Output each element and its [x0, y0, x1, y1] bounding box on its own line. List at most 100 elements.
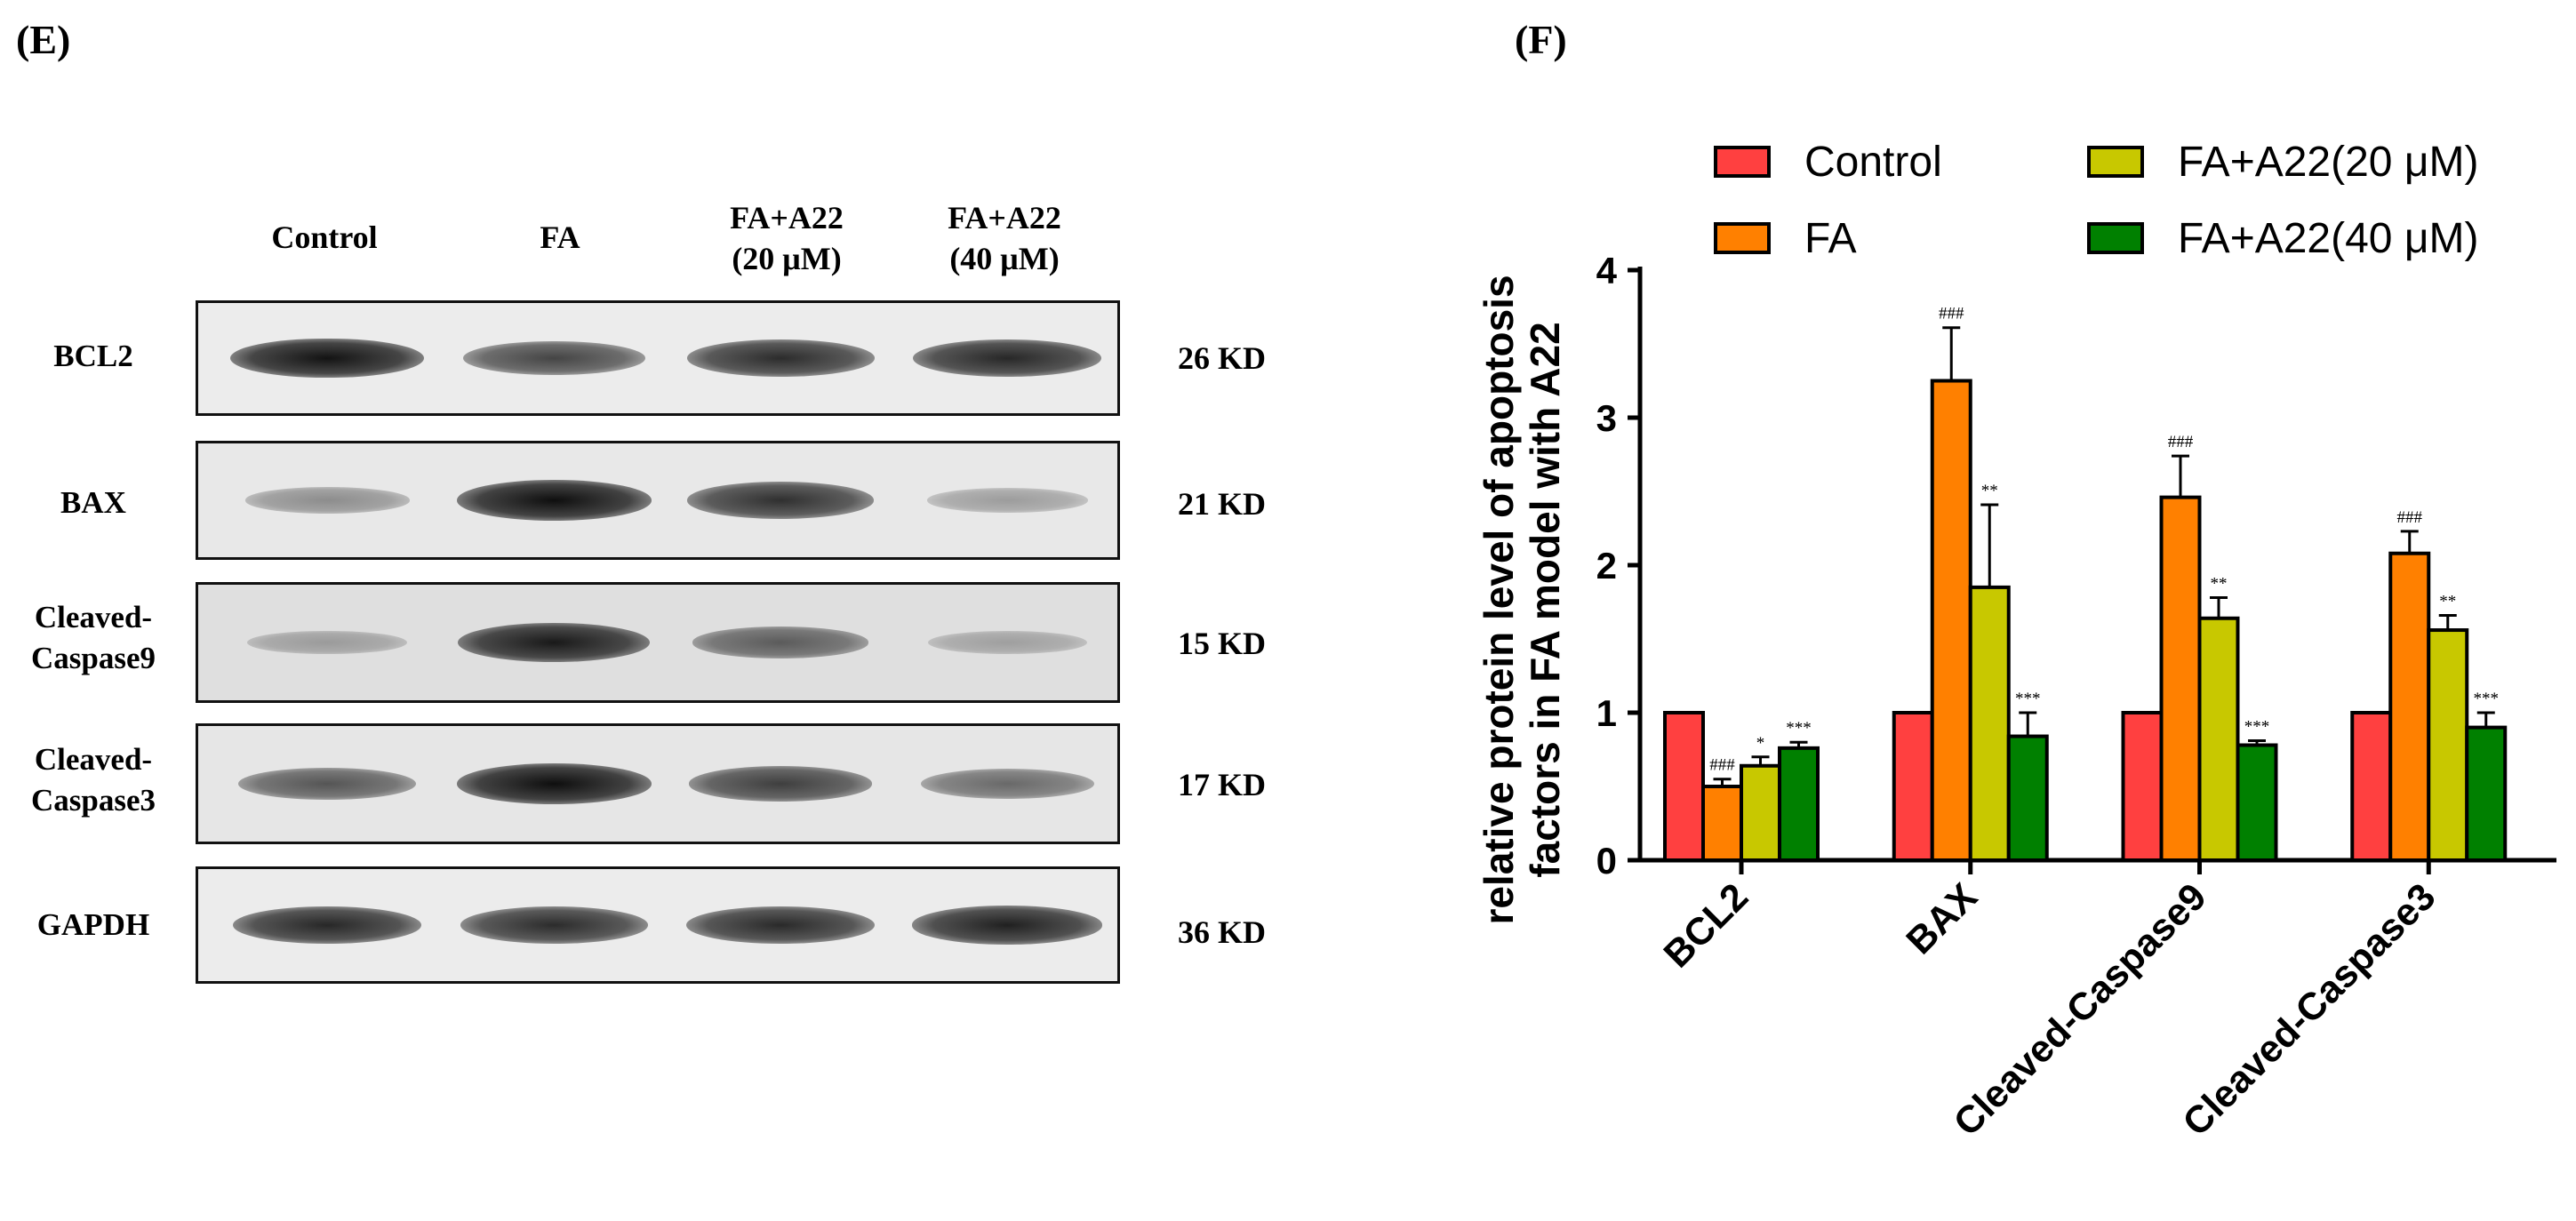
y-axis-label: relative protein level of apoptosis fact…: [1476, 275, 1568, 924]
row-label-line1: GAPDH: [36, 907, 150, 942]
protein-band: [689, 766, 872, 802]
legend-swatch: [1714, 222, 1771, 254]
row-label-line1: BAX: [60, 485, 126, 520]
bar: [1701, 785, 1743, 862]
protein-band: [460, 906, 648, 944]
y-tick-label: 0: [1596, 840, 1617, 882]
legend-swatch: [2087, 222, 2144, 254]
bar: [2006, 734, 2049, 862]
row-label-line1: Cleaved-: [34, 742, 153, 777]
bar: [1663, 711, 1705, 862]
legend-swatch: [2087, 146, 2144, 178]
y-tick-label: 4: [1596, 250, 1618, 291]
significance-label: ***: [2474, 690, 2500, 708]
protein-band: [458, 622, 650, 663]
protein-band: [238, 767, 416, 801]
bar-chart: Control FA FA+A22(20 μM) FA+A22(40 μM) rela…: [1476, 139, 2556, 1145]
blot-strip: [196, 582, 1120, 703]
bar: [2197, 616, 2240, 862]
legend-label: Control: [1804, 139, 1942, 186]
bar: [1930, 379, 1972, 862]
legend-label: FA: [1804, 215, 1857, 262]
significance-label: **: [2211, 575, 2228, 594]
bar: [1778, 746, 1820, 863]
blot-row-label: Cleaved- Caspase3: [4, 739, 182, 821]
y-tick-label: 3: [1596, 397, 1617, 439]
protein-band: [232, 906, 422, 945]
protein-band: [912, 906, 1102, 945]
protein-band: [920, 769, 1094, 799]
bar: [2427, 628, 2469, 862]
lane-header-line1: FA+A22: [948, 200, 1061, 235]
molecular-weight-label: 36 KD: [1178, 914, 1266, 950]
y-axis-label-line1: relative protein level of apoptosis: [1476, 275, 1522, 924]
protein-band: [686, 906, 875, 945]
legend-label: FA+A22(20 μM): [2178, 139, 2478, 186]
lane-header-line1: FA: [540, 219, 580, 255]
protein-band: [686, 339, 875, 377]
bar: [2388, 551, 2431, 862]
protein-band: [912, 339, 1102, 378]
significance-label: ###: [1709, 756, 1735, 775]
blot-row-label: BCL2: [4, 336, 182, 377]
significance-label: ***: [2244, 718, 2270, 737]
bar: [1740, 763, 1781, 863]
lane-header-line1: FA+A22: [730, 200, 844, 235]
chart-bars: ###****###*****###*****###*****: [1663, 305, 2508, 863]
blot-row-label: GAPDH: [4, 905, 182, 946]
lane-header-line1: Control: [271, 219, 378, 255]
protein-band: [462, 340, 645, 376]
significance-label: ###: [2168, 433, 2194, 451]
y-axis-label-line2: factors in FA model with A22: [1522, 322, 1568, 877]
significance-label: *: [1756, 734, 1765, 753]
blot-strip: [196, 723, 1120, 844]
x-tick-label: BCL2: [1656, 875, 1756, 976]
legend-label: FA+A22(40 μM): [2178, 215, 2478, 262]
protein-band: [244, 487, 410, 514]
significance-label: ***: [1786, 719, 1812, 738]
protein-band: [927, 630, 1087, 655]
row-label-line2: Caspase3: [30, 783, 156, 818]
bar: [1968, 585, 2011, 863]
y-tick-label: 1: [1596, 692, 1617, 734]
bar: [2465, 725, 2508, 862]
bar: [2350, 711, 2393, 862]
lane-header: FA+A22 (20 μM): [680, 197, 893, 279]
bar: [1892, 711, 1934, 862]
row-label-line2: Caspase9: [30, 641, 156, 675]
blot-strip: [196, 441, 1120, 560]
blot-row-label: BAX: [4, 483, 182, 523]
lane-header-line2: (40 μM): [949, 241, 1060, 276]
x-tick-label: Cleaved-Caspase3: [2175, 875, 2444, 1145]
molecular-weight-label: 15 KD: [1178, 626, 1266, 661]
bar: [2159, 495, 2202, 862]
protein-band: [456, 480, 652, 521]
molecular-weight-label: 26 KD: [1178, 340, 1266, 376]
protein-band: [247, 630, 407, 655]
protein-band: [926, 488, 1088, 513]
protein-band: [230, 338, 424, 379]
molecular-weight-label: 21 KD: [1178, 486, 1266, 522]
x-tick-label: BAX: [1899, 875, 1986, 962]
significance-label: ***: [2015, 690, 2041, 708]
significance-label: **: [2439, 592, 2456, 610]
lane-header: FA: [453, 217, 667, 258]
blot-row-label: Cleaved- Caspase9: [4, 597, 182, 679]
lane-header: FA+A22 (40 μM): [898, 197, 1111, 279]
lane-header-line2: (20 μM): [732, 241, 842, 276]
x-tick-label: Cleaved-Caspase9: [1946, 875, 2215, 1145]
significance-label: ###: [2397, 508, 2423, 527]
blot-strip: [196, 300, 1120, 416]
legend-swatch: [1714, 146, 1771, 178]
molecular-weight-label: 17 KD: [1178, 767, 1266, 802]
bar: [2121, 711, 2164, 862]
bar: [2236, 743, 2278, 863]
protein-band: [692, 626, 868, 658]
chart-legend: Control FA FA+A22(20 μM) FA+A22(40 μM): [1714, 139, 2478, 262]
blot-strip: [196, 866, 1120, 984]
lane-header: Control: [218, 217, 431, 258]
y-tick-label: 2: [1596, 545, 1617, 587]
panel-label-f: (F): [1515, 17, 1567, 62]
